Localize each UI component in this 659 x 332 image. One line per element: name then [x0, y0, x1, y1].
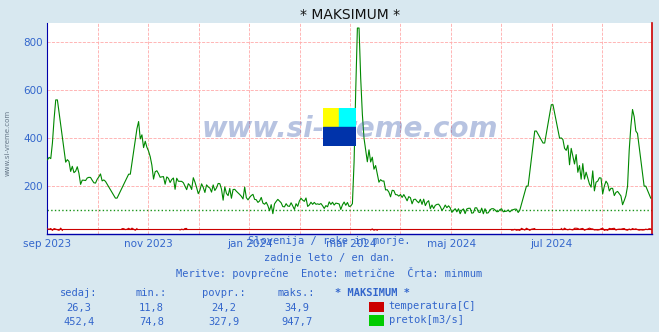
Text: 34,9: 34,9: [284, 303, 309, 313]
Text: www.si-vreme.com: www.si-vreme.com: [5, 110, 11, 176]
Text: temperatura[C]: temperatura[C]: [389, 301, 476, 311]
Text: 26,3: 26,3: [67, 303, 92, 313]
Text: Slovenija / reke in morje.: Slovenija / reke in morje.: [248, 236, 411, 246]
Text: sedaj:: sedaj:: [61, 288, 98, 298]
Text: zadnje leto / en dan.: zadnje leto / en dan.: [264, 253, 395, 263]
Text: 74,8: 74,8: [139, 317, 164, 327]
Text: 452,4: 452,4: [63, 317, 95, 327]
Title: * MAKSIMUM *: * MAKSIMUM *: [300, 8, 400, 22]
Text: 947,7: 947,7: [281, 317, 312, 327]
Text: povpr.:: povpr.:: [202, 288, 246, 298]
Text: Meritve: povprečne  Enote: metrične  Črta: minmum: Meritve: povprečne Enote: metrične Črta:…: [177, 267, 482, 279]
Text: maks.:: maks.:: [278, 288, 315, 298]
Text: 327,9: 327,9: [208, 317, 240, 327]
Text: 11,8: 11,8: [139, 303, 164, 313]
Text: 24,2: 24,2: [212, 303, 237, 313]
Text: www.si-vreme.com: www.si-vreme.com: [202, 115, 498, 143]
Text: * MAKSIMUM *: * MAKSIMUM *: [335, 288, 410, 298]
Text: min.:: min.:: [136, 288, 167, 298]
Text: pretok[m3/s]: pretok[m3/s]: [389, 315, 464, 325]
